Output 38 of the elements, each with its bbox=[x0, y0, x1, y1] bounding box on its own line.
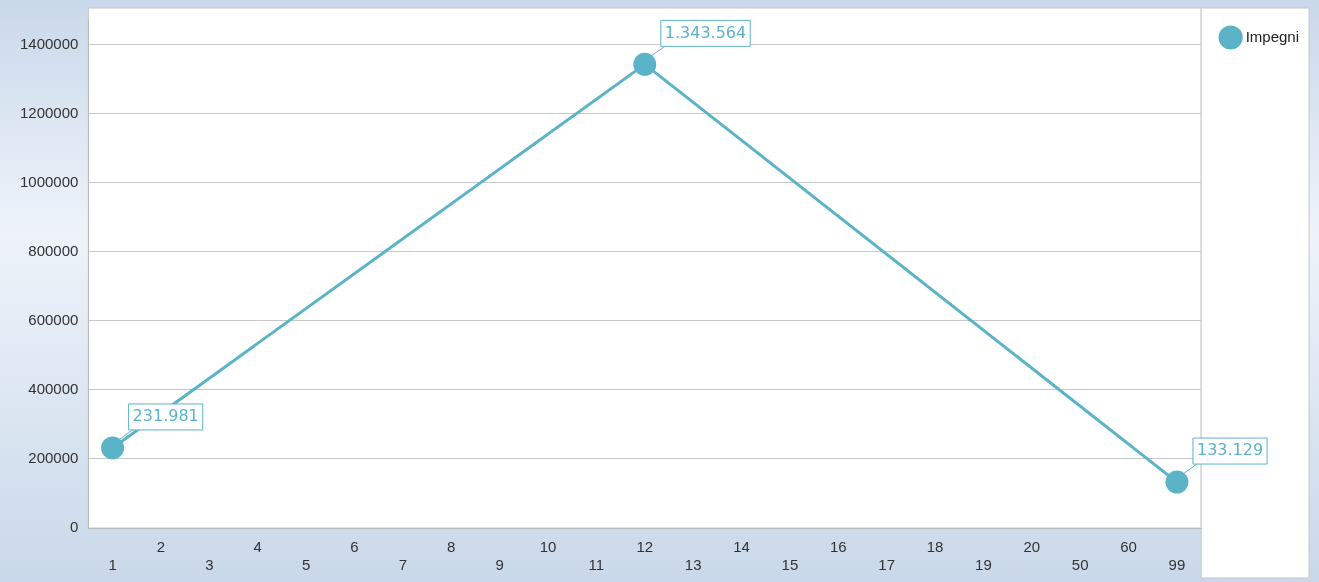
x-tick-label: 60 bbox=[1120, 538, 1137, 556]
x-tick-label: 11 bbox=[588, 556, 605, 574]
x-tick-label: 13 bbox=[684, 556, 702, 574]
point bbox=[101, 436, 125, 460]
data-label: 133.129 bbox=[1196, 440, 1264, 460]
data-label: 231.981 bbox=[132, 406, 199, 426]
x-tick-label: 17 bbox=[878, 556, 896, 574]
y-tick-label: 200000 bbox=[28, 449, 79, 467]
x-tick-label: 10 bbox=[539, 538, 557, 556]
x-tick-label: 14 bbox=[733, 538, 750, 556]
x-tick-label: 6 bbox=[350, 538, 359, 556]
data-label: 1.343.564 bbox=[664, 22, 747, 42]
y-tick-label: 1000000 bbox=[19, 173, 79, 191]
x-tick-label: 12 bbox=[636, 538, 654, 556]
y-tick-label: 800000 bbox=[28, 242, 79, 260]
point bbox=[1165, 470, 1189, 494]
legend-label: Impegni bbox=[1245, 27, 1300, 45]
x-tick-label: 19 bbox=[975, 556, 992, 574]
x-tick-label: 4 bbox=[253, 538, 262, 556]
y-tick-label: 400000 bbox=[28, 380, 79, 398]
x-tick-label: 2 bbox=[156, 538, 166, 556]
x-tick-label: 8 bbox=[447, 538, 456, 556]
y-tick-label: 1200000 bbox=[19, 104, 79, 122]
x-tick-label: 50 bbox=[1071, 556, 1089, 574]
x-tick-label: 99 bbox=[1168, 556, 1186, 574]
point bbox=[633, 52, 657, 76]
x-tick-label: 16 bbox=[829, 538, 847, 556]
x-tick-label: 9 bbox=[495, 556, 504, 574]
x-tick-label: 1 bbox=[108, 556, 117, 574]
y-tick-label: 0 bbox=[70, 518, 79, 536]
x-tick-label: 3 bbox=[205, 556, 214, 574]
x-tick-label: 5 bbox=[301, 556, 311, 574]
y-tick-label: 600000 bbox=[28, 311, 79, 329]
x-tick-label: 15 bbox=[781, 556, 799, 574]
x-tick-label: 20 bbox=[1023, 538, 1041, 556]
y-tick-label: 1400000 bbox=[19, 35, 79, 53]
x-tick-label: 18 bbox=[926, 538, 944, 556]
x-tick-label: 7 bbox=[398, 556, 408, 574]
